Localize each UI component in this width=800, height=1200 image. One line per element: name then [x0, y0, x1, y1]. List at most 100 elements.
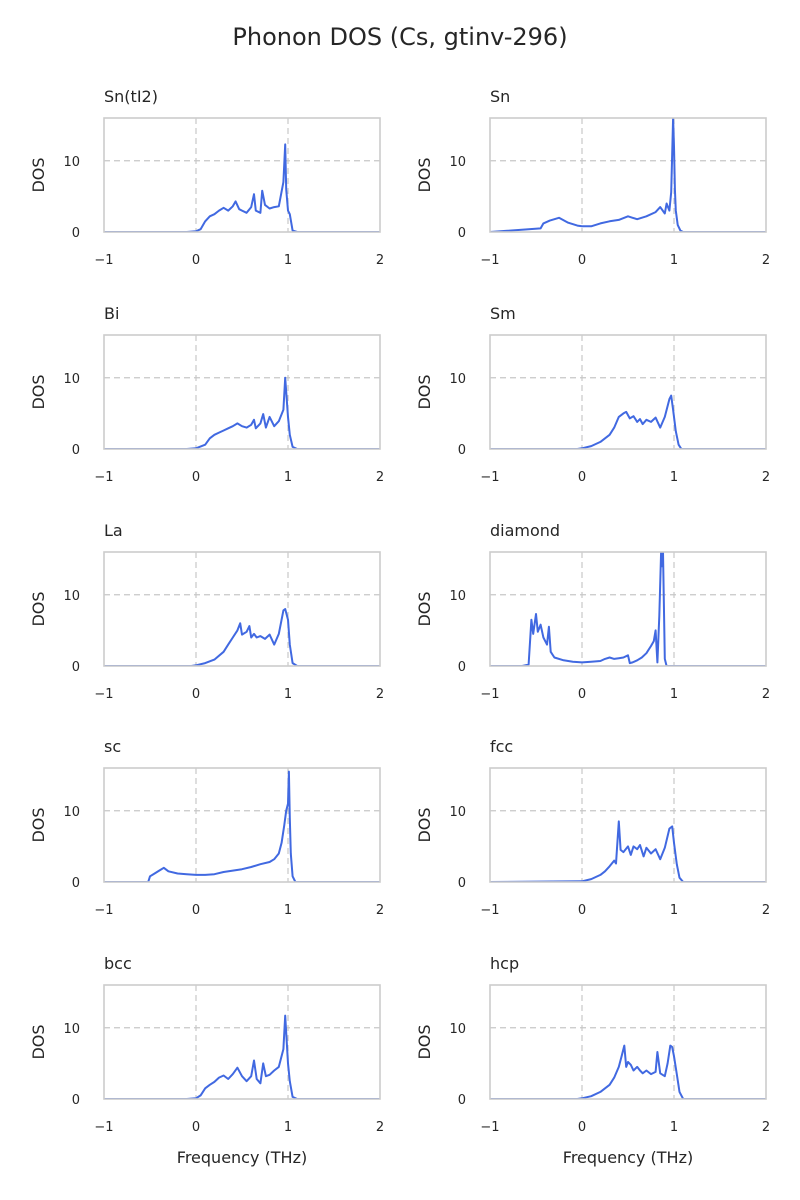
dos-curve [490, 1044, 766, 1099]
x-tick-label: 0 [192, 1120, 200, 1135]
x-tick-label: 1 [670, 903, 678, 918]
x-tick-label: 2 [376, 253, 384, 268]
x-tick-label: 0 [192, 253, 200, 268]
y-axis-label: DOS [29, 157, 48, 192]
x-tick-label: 0 [578, 253, 586, 268]
x-tick-label: −1 [94, 470, 113, 485]
x-tick-label: 0 [578, 1120, 586, 1135]
panel-title: hcp [490, 954, 519, 973]
y-tick-label: 0 [72, 443, 80, 458]
y-axis-label: DOS [29, 591, 48, 626]
y-tick-label: 0 [458, 1093, 466, 1108]
x-tick-label: 1 [284, 903, 292, 918]
y-tick-label: 0 [458, 876, 466, 891]
x-tick-label: −1 [94, 253, 113, 268]
panel-title: bcc [104, 954, 132, 973]
dos-curve [104, 770, 380, 882]
x-tick-label: 2 [762, 470, 770, 485]
y-tick-label: 0 [72, 660, 80, 675]
axes-frame [103, 117, 381, 233]
panel-7: fcc 0 10 −1 0 1 2 DOS [415, 737, 770, 918]
x-tick-label: 1 [670, 470, 678, 485]
y-axis-label: DOS [29, 807, 48, 842]
y-tick-label: 0 [72, 1093, 80, 1108]
x-tick-label: −1 [94, 903, 113, 918]
x-tick-label: −1 [480, 253, 499, 268]
x-tick-label: −1 [94, 1120, 113, 1135]
x-tick-label: −1 [480, 1120, 499, 1135]
x-tick-label: 1 [284, 253, 292, 268]
y-tick-label: 0 [72, 876, 80, 891]
y-tick-label: 10 [449, 805, 466, 820]
y-axis-label: DOS [29, 374, 48, 409]
y-tick-label: 0 [458, 226, 466, 241]
x-tick-label: 2 [376, 1120, 384, 1135]
panel-title: Bi [104, 304, 119, 323]
panel-title: La [104, 521, 123, 540]
panel-8: bcc 0 10 −1 0 1 2 DOS Frequency (THz) [29, 954, 384, 1167]
axes-frame [489, 767, 767, 883]
x-tick-label: −1 [480, 687, 499, 702]
x-tick-label: 2 [762, 253, 770, 268]
y-tick-label: 10 [449, 589, 466, 604]
x-tick-label: 2 [762, 1120, 770, 1135]
axes-frame [489, 334, 767, 450]
panel-title: sc [104, 737, 121, 756]
x-tick-label: 1 [670, 253, 678, 268]
panel-title: Sm [490, 304, 516, 323]
panel-title: diamond [490, 521, 560, 540]
y-tick-label: 10 [63, 155, 80, 170]
y-tick-label: 10 [449, 1022, 466, 1037]
x-tick-label: 1 [670, 687, 678, 702]
x-axis-label: Frequency (THz) [563, 1148, 693, 1167]
x-tick-label: 1 [284, 470, 292, 485]
x-tick-label: −1 [480, 903, 499, 918]
x-tick-label: −1 [94, 687, 113, 702]
y-axis-label: DOS [415, 807, 434, 842]
axes-frame [103, 984, 381, 1100]
dos-curve [104, 376, 380, 449]
dos-curve [490, 552, 766, 666]
y-axis-label: DOS [29, 1024, 48, 1059]
x-tick-label: 1 [284, 1120, 292, 1135]
dos-curve [104, 608, 380, 666]
y-tick-label: 10 [449, 372, 466, 387]
x-tick-label: 2 [376, 687, 384, 702]
figure-title: Phonon DOS (Cs, gtinv-296) [232, 23, 567, 51]
axes-frame [103, 767, 381, 883]
y-axis-label: DOS [415, 374, 434, 409]
panel-1: Sn 0 10 −1 0 1 2 DOS [415, 87, 770, 268]
axes-frame [489, 984, 767, 1100]
panel-5: diamond 0 10 −1 0 1 2 DOS [415, 521, 770, 702]
y-tick-label: 10 [449, 155, 466, 170]
panel-4: La 0 10 −1 0 1 2 DOS [29, 521, 384, 702]
x-tick-label: 0 [192, 470, 200, 485]
panel-9: hcp 0 10 −1 0 1 2 DOS Frequency (THz) [415, 954, 770, 1167]
x-tick-label: 1 [670, 1120, 678, 1135]
y-tick-label: 10 [63, 805, 80, 820]
y-tick-label: 0 [72, 226, 80, 241]
y-axis-label: DOS [415, 591, 434, 626]
x-tick-label: 0 [578, 687, 586, 702]
dos-curve [490, 394, 766, 449]
y-tick-label: 10 [63, 1022, 80, 1037]
panel-title: Sn(tI2) [104, 87, 158, 106]
y-tick-label: 10 [63, 372, 80, 387]
y-tick-label: 0 [458, 660, 466, 675]
panel-6: sc 0 10 −1 0 1 2 DOS [29, 737, 384, 918]
x-tick-label: 0 [578, 903, 586, 918]
panel-title: fcc [490, 737, 513, 756]
x-tick-label: 0 [578, 470, 586, 485]
x-tick-label: −1 [480, 470, 499, 485]
x-tick-label: 2 [762, 903, 770, 918]
axes-frame [489, 117, 767, 233]
dos-curve [490, 820, 766, 882]
x-tick-label: 2 [762, 687, 770, 702]
x-tick-label: 2 [376, 903, 384, 918]
axes-frame [103, 334, 381, 450]
panel-3: Sm 0 10 −1 0 1 2 DOS [415, 304, 770, 485]
y-axis-label: DOS [415, 157, 434, 192]
x-tick-label: 0 [192, 687, 200, 702]
panel-title: Sn [490, 87, 510, 106]
